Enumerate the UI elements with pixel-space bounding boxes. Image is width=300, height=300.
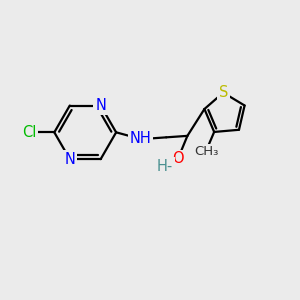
Text: S: S bbox=[218, 85, 228, 100]
Text: CH₃: CH₃ bbox=[195, 145, 219, 158]
Text: O: O bbox=[172, 151, 184, 166]
Text: N: N bbox=[95, 98, 106, 113]
Text: Cl: Cl bbox=[22, 125, 37, 140]
Text: N: N bbox=[64, 152, 75, 166]
Text: NH: NH bbox=[129, 131, 151, 146]
Text: H-: H- bbox=[157, 159, 173, 174]
